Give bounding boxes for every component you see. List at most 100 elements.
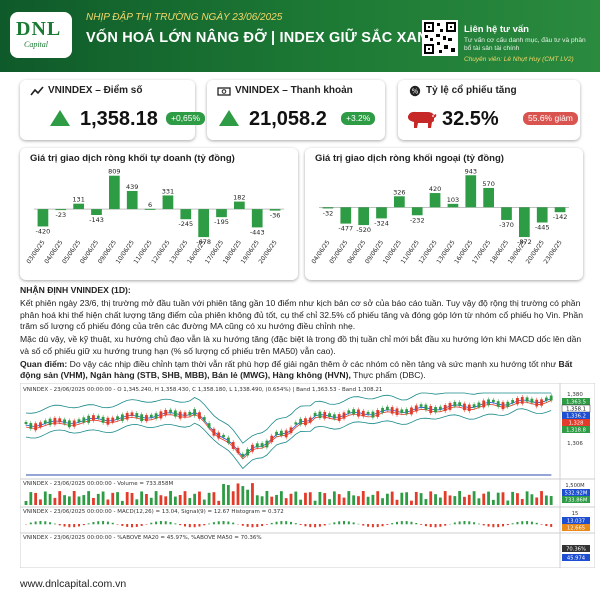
data-label: 6 <box>148 201 152 209</box>
volume-bar <box>193 493 197 505</box>
candle <box>540 399 543 406</box>
volume-bar <box>390 491 394 505</box>
volume-bar <box>198 491 201 505</box>
volume-bar <box>342 497 346 505</box>
candle <box>530 398 534 403</box>
volume-bar <box>395 499 399 505</box>
data-label: 570 <box>482 180 494 188</box>
data-label: -23 <box>55 211 66 219</box>
candle <box>284 430 288 438</box>
candle <box>299 418 303 425</box>
bar <box>429 193 441 208</box>
volume-bar <box>419 493 423 505</box>
volume-bar <box>516 493 519 505</box>
macd-histogram-bar <box>135 524 138 527</box>
data-label: -520 <box>356 226 371 234</box>
volume-bar <box>453 496 457 505</box>
vnindex-technical-chart[interactable]: VNINDEX - 23/06/2025 00:00:00 - O 1,345.… <box>20 383 595 568</box>
bar <box>216 209 227 218</box>
change-badge: +3.2% <box>341 112 376 125</box>
volume-bar <box>96 493 100 505</box>
volume-bar <box>332 491 336 505</box>
macd-histogram-bar <box>439 524 442 527</box>
candle <box>385 406 389 411</box>
macd-histogram-bar <box>280 521 283 525</box>
candle <box>366 411 370 415</box>
card-title: VNINDEX – Điểm số <box>48 85 143 96</box>
volume-bar <box>434 494 437 505</box>
macd-histogram-bar <box>241 524 244 526</box>
macd-histogram-bar <box>521 521 524 525</box>
volume-bar <box>145 494 148 505</box>
proprietary-net-bar-chart: -42003/06/25-2304/06/2513105/06/25-14306… <box>25 168 284 265</box>
breadth-tag-bg <box>562 545 590 552</box>
candle <box>67 420 71 428</box>
price-tag-bg <box>562 426 590 433</box>
macd-histogram-bar <box>39 521 42 525</box>
macd-histogram-bar <box>111 522 114 525</box>
macd-legend: VNINDEX - 23/06/2025 00:00:00 - MACD(12,… <box>23 509 284 515</box>
bar <box>37 209 49 227</box>
data-label: -245 <box>178 220 193 228</box>
candle <box>130 412 134 417</box>
macd-tag: 15 <box>572 511 579 517</box>
price-tag-bg <box>562 412 590 419</box>
macd-histogram-bar <box>299 524 302 525</box>
volume-bar <box>92 497 95 505</box>
macd-tag: 13.037 <box>567 519 585 525</box>
volume-bar <box>371 494 375 505</box>
volume-bar <box>294 491 298 505</box>
candle <box>226 437 230 444</box>
volume-legend: VNINDEX - 23/06/2025 00:00:00 - Volume =… <box>23 481 174 487</box>
analysis-paragraph-1: Kết phiên ngày 23/6, thị trường mở đầu t… <box>20 298 583 332</box>
data-label: -445 <box>535 224 550 232</box>
card-vnindex-points: VNINDEX – Điểm số 1,358.18 +0,65% <box>20 80 206 140</box>
macd-histogram-bar <box>396 521 398 525</box>
price-tag: 1,306 <box>567 441 583 447</box>
volume-bar <box>226 485 230 505</box>
candle <box>251 444 254 452</box>
volume-bar <box>135 499 139 505</box>
dnl-logo[interactable]: DNL Capital <box>10 12 72 58</box>
qr-code-icon[interactable] <box>422 20 458 56</box>
volume-bar <box>212 492 216 505</box>
price-tag: 1,318.8 <box>566 428 586 434</box>
header-subtitle: NHỊP ĐẬP THỊ TRƯỜNG NGÀY 23/06/2025 <box>86 12 283 23</box>
candle <box>477 402 481 408</box>
candle <box>429 406 433 414</box>
card-advancing-ratio: % Tỷ lệ cổ phiếu tăng 32.5% 55.6% giảm <box>398 80 580 140</box>
volume-bar <box>159 495 163 505</box>
macd-histogram-bar <box>285 521 288 525</box>
volume-bar <box>246 489 250 505</box>
price-tag-bg <box>562 398 590 405</box>
macd-histogram-bar <box>44 521 47 525</box>
contact-text: Tư vấn cơ cấu danh mục, đầu tư và phân b… <box>464 37 586 53</box>
website-link[interactable]: www.dnlcapital.com.vn <box>20 578 127 590</box>
change-badge: 55.6% giảm <box>523 112 578 125</box>
up-arrow-icon <box>50 110 70 126</box>
data-label: 420 <box>429 185 441 193</box>
volume-bar <box>496 492 500 505</box>
candle <box>313 412 317 417</box>
view-text: Do vậy các nhịp điều chỉnh tạm thời vẫn … <box>67 359 559 370</box>
volume-bar <box>279 491 283 505</box>
bar <box>55 209 67 211</box>
macd-histogram-bar <box>169 522 172 525</box>
candle <box>212 428 216 436</box>
volume-bar <box>318 491 322 505</box>
card-value: 21,058.2 <box>249 108 327 130</box>
bar <box>483 187 494 208</box>
macd-histogram-bar <box>405 521 408 525</box>
volume-bar <box>405 492 409 505</box>
candle <box>82 417 86 423</box>
bar <box>519 207 530 238</box>
volume-bar <box>217 500 221 505</box>
candle <box>29 423 33 429</box>
data-label: -678 <box>196 238 211 246</box>
candle <box>145 415 148 422</box>
candle <box>472 404 476 408</box>
candle <box>506 401 510 407</box>
candle <box>347 410 351 414</box>
candle <box>135 413 139 418</box>
candle <box>260 443 264 448</box>
